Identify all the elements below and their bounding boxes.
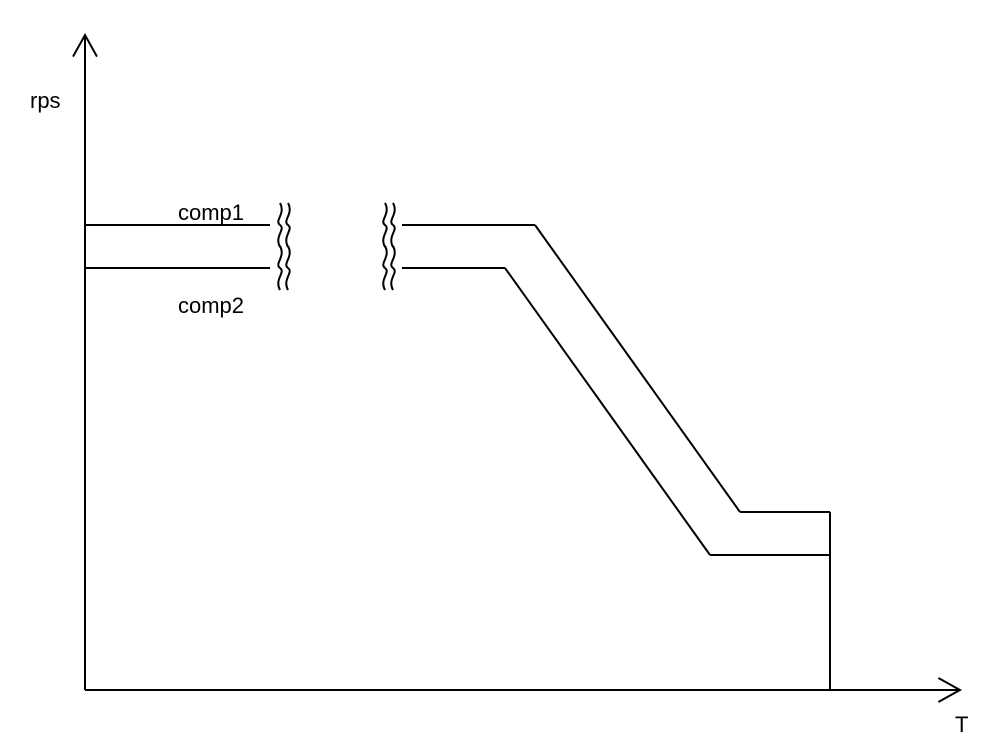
x-axis-label: T (955, 712, 968, 738)
y-axis-label: rps (30, 88, 61, 114)
chart-container: rps T comp1 comp2 (0, 0, 1000, 753)
series-label-comp1: comp1 (178, 200, 244, 226)
chart-svg (0, 0, 1000, 753)
series-label-comp2: comp2 (178, 293, 244, 319)
